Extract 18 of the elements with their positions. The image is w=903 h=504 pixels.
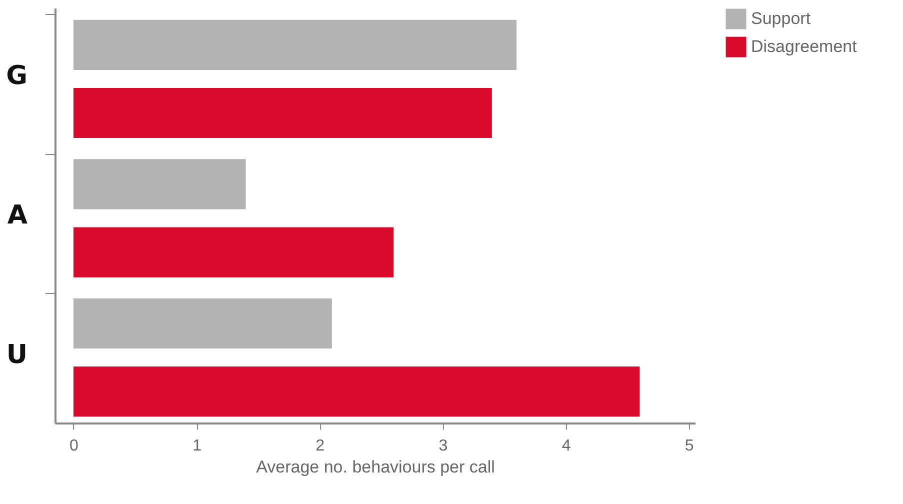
bar bbox=[73, 88, 492, 138]
x-tick-label: 3 bbox=[438, 438, 448, 454]
x-tick-label: 0 bbox=[70, 438, 79, 454]
x-tick-label: 4 bbox=[562, 438, 571, 454]
bar bbox=[73, 298, 332, 348]
y-tick-label: G bbox=[6, 61, 28, 92]
x-tick-label: 1 bbox=[192, 438, 202, 454]
bar bbox=[73, 366, 640, 417]
bar bbox=[73, 20, 517, 70]
x-axis-title: Average no. behaviours per call bbox=[256, 458, 495, 476]
bar bbox=[73, 159, 246, 210]
x-tick-label: 5 bbox=[684, 438, 694, 454]
legend-label: Support bbox=[751, 9, 811, 28]
x-tick-label: 2 bbox=[316, 438, 325, 454]
y-tick-label: U bbox=[6, 340, 28, 370]
y-tick-label: A bbox=[7, 200, 28, 230]
legend-label: Disagreement bbox=[751, 37, 858, 56]
bar bbox=[73, 227, 394, 278]
